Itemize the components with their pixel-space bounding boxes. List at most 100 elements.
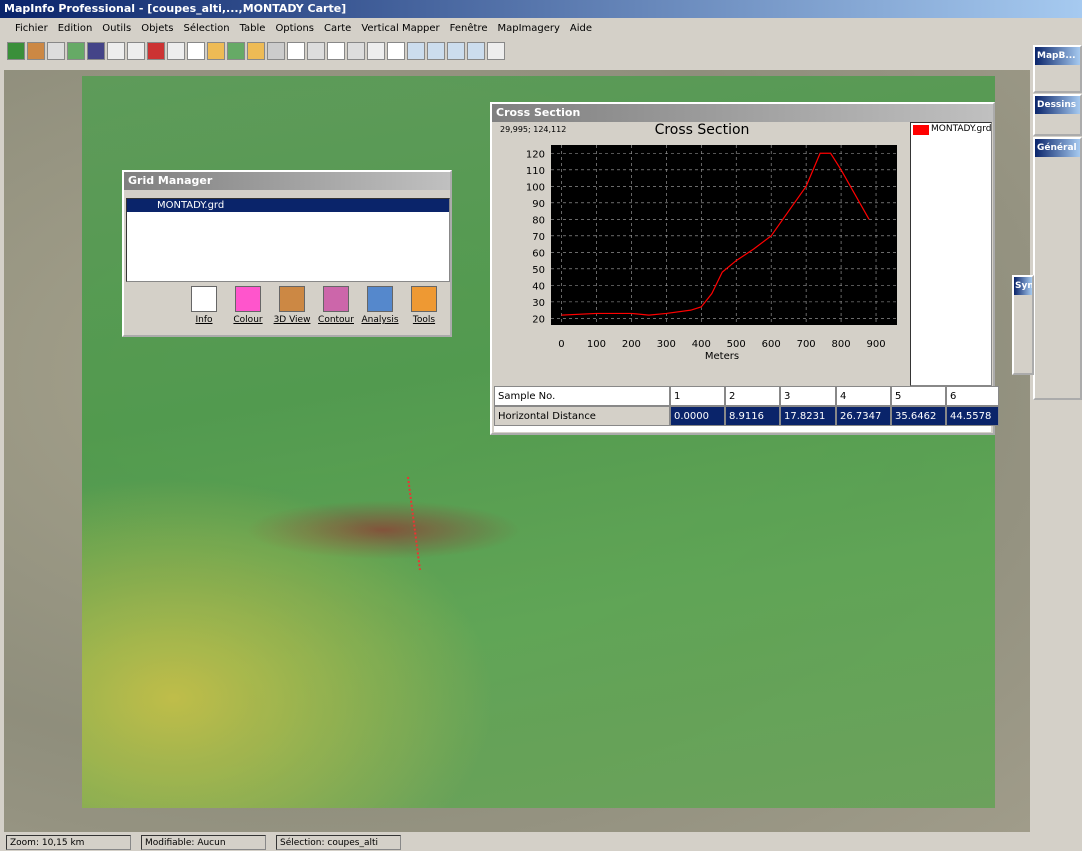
button-icon: [323, 286, 349, 312]
header-cell: 1: [670, 386, 725, 406]
button-label: Contour: [318, 315, 354, 325]
tool-button[interactable]: Tools: [404, 286, 444, 325]
window-title: Grid Manager: [124, 172, 450, 190]
tool-icon[interactable]: [407, 42, 425, 60]
button-icon: [367, 286, 393, 312]
tool-button[interactable]: Info: [184, 286, 224, 325]
menu-item[interactable]: Options: [275, 23, 315, 34]
menu-item[interactable]: Outils: [102, 23, 132, 34]
header-cell: 4: [836, 386, 891, 406]
status-field: Sélection: coupes_alti: [276, 835, 401, 850]
menu-item[interactable]: Table: [239, 23, 266, 34]
tool-icon[interactable]: [487, 42, 505, 60]
table-cell: Horizontal Distance: [494, 406, 670, 426]
tool-icon[interactable]: [147, 42, 165, 60]
y-tick-label: 60: [532, 248, 545, 259]
menu-item[interactable]: Edition: [57, 23, 93, 34]
palette: Général: [1033, 137, 1082, 400]
tool-icon[interactable]: [187, 42, 205, 60]
tool-icon[interactable]: [7, 42, 25, 60]
chart: 29,995; 124,112 Cross Section Meters 20 3…: [500, 122, 897, 362]
table-cell: 0.0000: [670, 406, 725, 426]
header-cell: 5: [891, 386, 946, 406]
data-table: Sample No. 1 2 3 4 5 6 Horizontal Distance 0.000…: [494, 386, 999, 432]
header-cell: 6: [946, 386, 999, 406]
grid-list: MONTADY.grd: [126, 198, 450, 282]
window-title: Cross Section: [492, 104, 993, 122]
tool-button[interactable]: Contour: [316, 286, 356, 325]
y-tick-label: 120: [526, 149, 545, 160]
palette: Syn: [1012, 275, 1034, 375]
palette-title: Général: [1035, 139, 1080, 157]
button-label: Tools: [412, 315, 436, 325]
legend-label: MONTADY.grd: [931, 124, 992, 134]
legend: MONTADY.grd: [910, 122, 992, 386]
tool-icon[interactable]: [67, 42, 85, 60]
tool-icon[interactable]: [247, 42, 265, 60]
table-cell: 26.7347: [836, 406, 891, 426]
y-tick-label: 90: [532, 199, 545, 210]
x-tick-label: 300: [657, 339, 676, 350]
x-tick-label: 200: [622, 339, 641, 350]
button-icon: [191, 286, 217, 312]
x-tick-label: 100: [587, 339, 606, 350]
tool-icon[interactable]: [47, 42, 65, 60]
tool-icon[interactable]: [87, 42, 105, 60]
grid-item[interactable]: MONTADY.grd: [127, 199, 449, 212]
chart-title: Cross Section: [655, 122, 750, 138]
tool-button[interactable]: Colour: [228, 286, 268, 325]
button-label: Analysis: [361, 315, 399, 325]
menu-item[interactable]: MapImagery: [497, 23, 560, 34]
tool-icon[interactable]: [327, 42, 345, 60]
tool-icon[interactable]: [367, 42, 385, 60]
button-icon: [235, 286, 261, 312]
menu-item[interactable]: Aide: [569, 23, 593, 34]
button-label: 3D View: [273, 315, 311, 325]
button-label: Info: [195, 315, 213, 325]
menu-item[interactable]: Fichier: [15, 23, 48, 34]
tool-icon[interactable]: [107, 42, 125, 60]
x-tick-label: 600: [762, 339, 781, 350]
button-icon: [411, 286, 437, 312]
grid-manager: Grid Manager MONTADY.grd Info Colour 3D Vi…: [122, 170, 452, 337]
status-field: Modifiable: Aucun: [141, 835, 266, 850]
table-cell: 35.6462: [891, 406, 946, 426]
palette-title: Syn: [1014, 277, 1032, 295]
tool-icon[interactable]: [287, 42, 305, 60]
plot-area: [551, 145, 897, 325]
tool-icon[interactable]: [227, 42, 245, 60]
menu-item[interactable]: Objets: [141, 23, 174, 34]
tool-icon[interactable]: [387, 42, 405, 60]
menu-item[interactable]: Vertical Mapper: [361, 23, 440, 34]
tool-icon[interactable]: [427, 42, 445, 60]
tool-icon[interactable]: [307, 42, 325, 60]
header-cell: Sample No.: [494, 386, 670, 406]
tool-button[interactable]: Analysis: [360, 286, 400, 325]
profile-line: [561, 152, 870, 316]
x-tick-label: 400: [692, 339, 711, 350]
button-row: Info Colour 3D View Contour Analysis Tools: [184, 286, 444, 332]
status-bar: Zoom: 10,15 km Modifiable: Aucun Sélection…: [0, 835, 1082, 851]
menu-item[interactable]: Carte: [324, 23, 352, 34]
cross-section-window: Cross Section 29,995; 124,112 Cross Sect…: [490, 102, 999, 435]
tool-button[interactable]: 3D View: [272, 286, 312, 325]
y-tick-label: 50: [532, 265, 545, 276]
menu-item[interactable]: Sélection: [183, 23, 230, 34]
tool-icon[interactable]: [167, 42, 185, 60]
toolbar: [6, 40, 606, 66]
tool-icon[interactable]: [447, 42, 465, 60]
tool-icon[interactable]: [267, 42, 285, 60]
status-field: Zoom: 10,15 km: [6, 835, 131, 850]
x-tick-label: 700: [797, 339, 816, 350]
tool-icon[interactable]: [347, 42, 365, 60]
button-icon: [279, 286, 305, 312]
section-line: [407, 476, 421, 571]
tool-icon[interactable]: [27, 42, 45, 60]
tool-icon[interactable]: [207, 42, 225, 60]
tool-icon[interactable]: [127, 42, 145, 60]
menu-item[interactable]: Fenêtre: [449, 23, 488, 34]
palette-title: MapB...: [1035, 47, 1080, 65]
x-axis-label: Meters: [705, 351, 739, 362]
tool-icon[interactable]: [467, 42, 485, 60]
y-tick-label: 100: [526, 182, 545, 193]
